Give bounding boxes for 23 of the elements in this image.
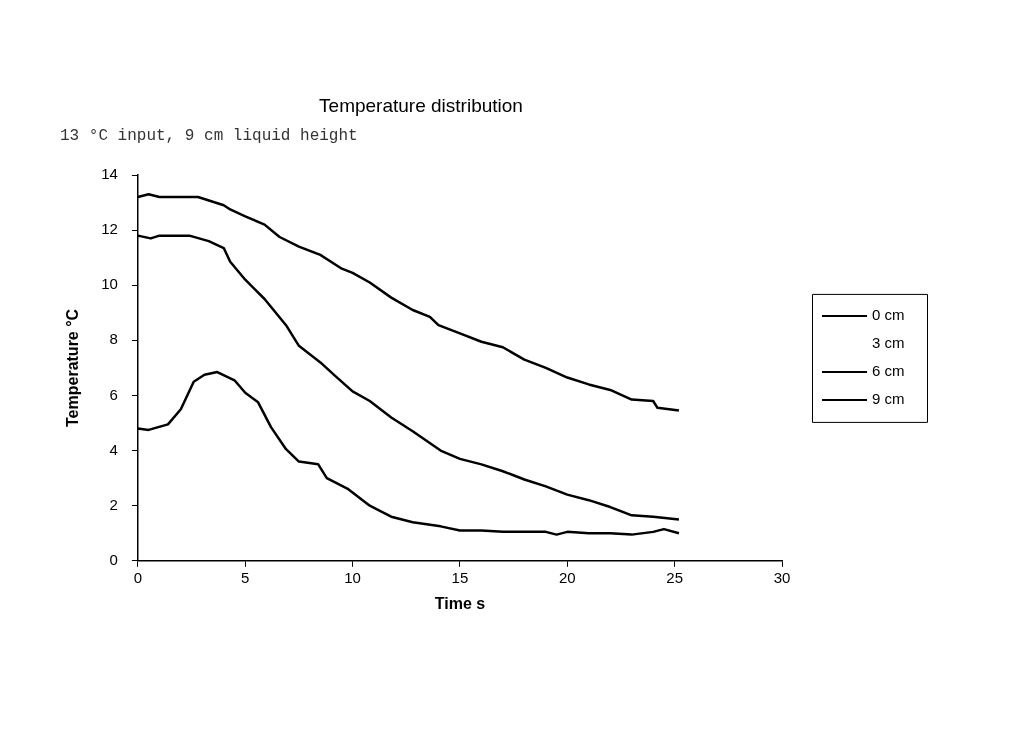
y-tick-label: 0 [109,550,118,568]
y-tick-label: 14 [101,165,118,183]
text: 3 cm [872,334,905,352]
y-tick-label: 6 [109,385,118,403]
x-tick-label: 30 [773,568,791,586]
y-tick-label: 12 [101,220,118,238]
y-tick-label: 4 [109,440,118,458]
x-tick-label: 20 [558,568,576,586]
chart-subtitle: 13 °C input, 9 cm liquid height [60,126,358,145]
x-tick-label: 25 [666,568,683,586]
x-axis-title: Time s [434,594,486,612]
legend-label: 9 cm [872,390,905,408]
y-tick-label: 2 [109,495,118,513]
chart-title: Temperature distribution [319,94,523,116]
x-tick-label: 5 [241,568,250,586]
y-tick-label: 10 [101,275,118,293]
y-tick-label: 8 [109,330,118,348]
x-tick-label: 10 [344,568,361,586]
x-tick-label: 0 [133,568,143,586]
legend-label: 0 cm [872,306,905,324]
legend-label: 6 cm [872,362,905,380]
y-axis-title: Temperature °C [64,308,82,427]
x-tick-label: 15 [451,568,469,586]
